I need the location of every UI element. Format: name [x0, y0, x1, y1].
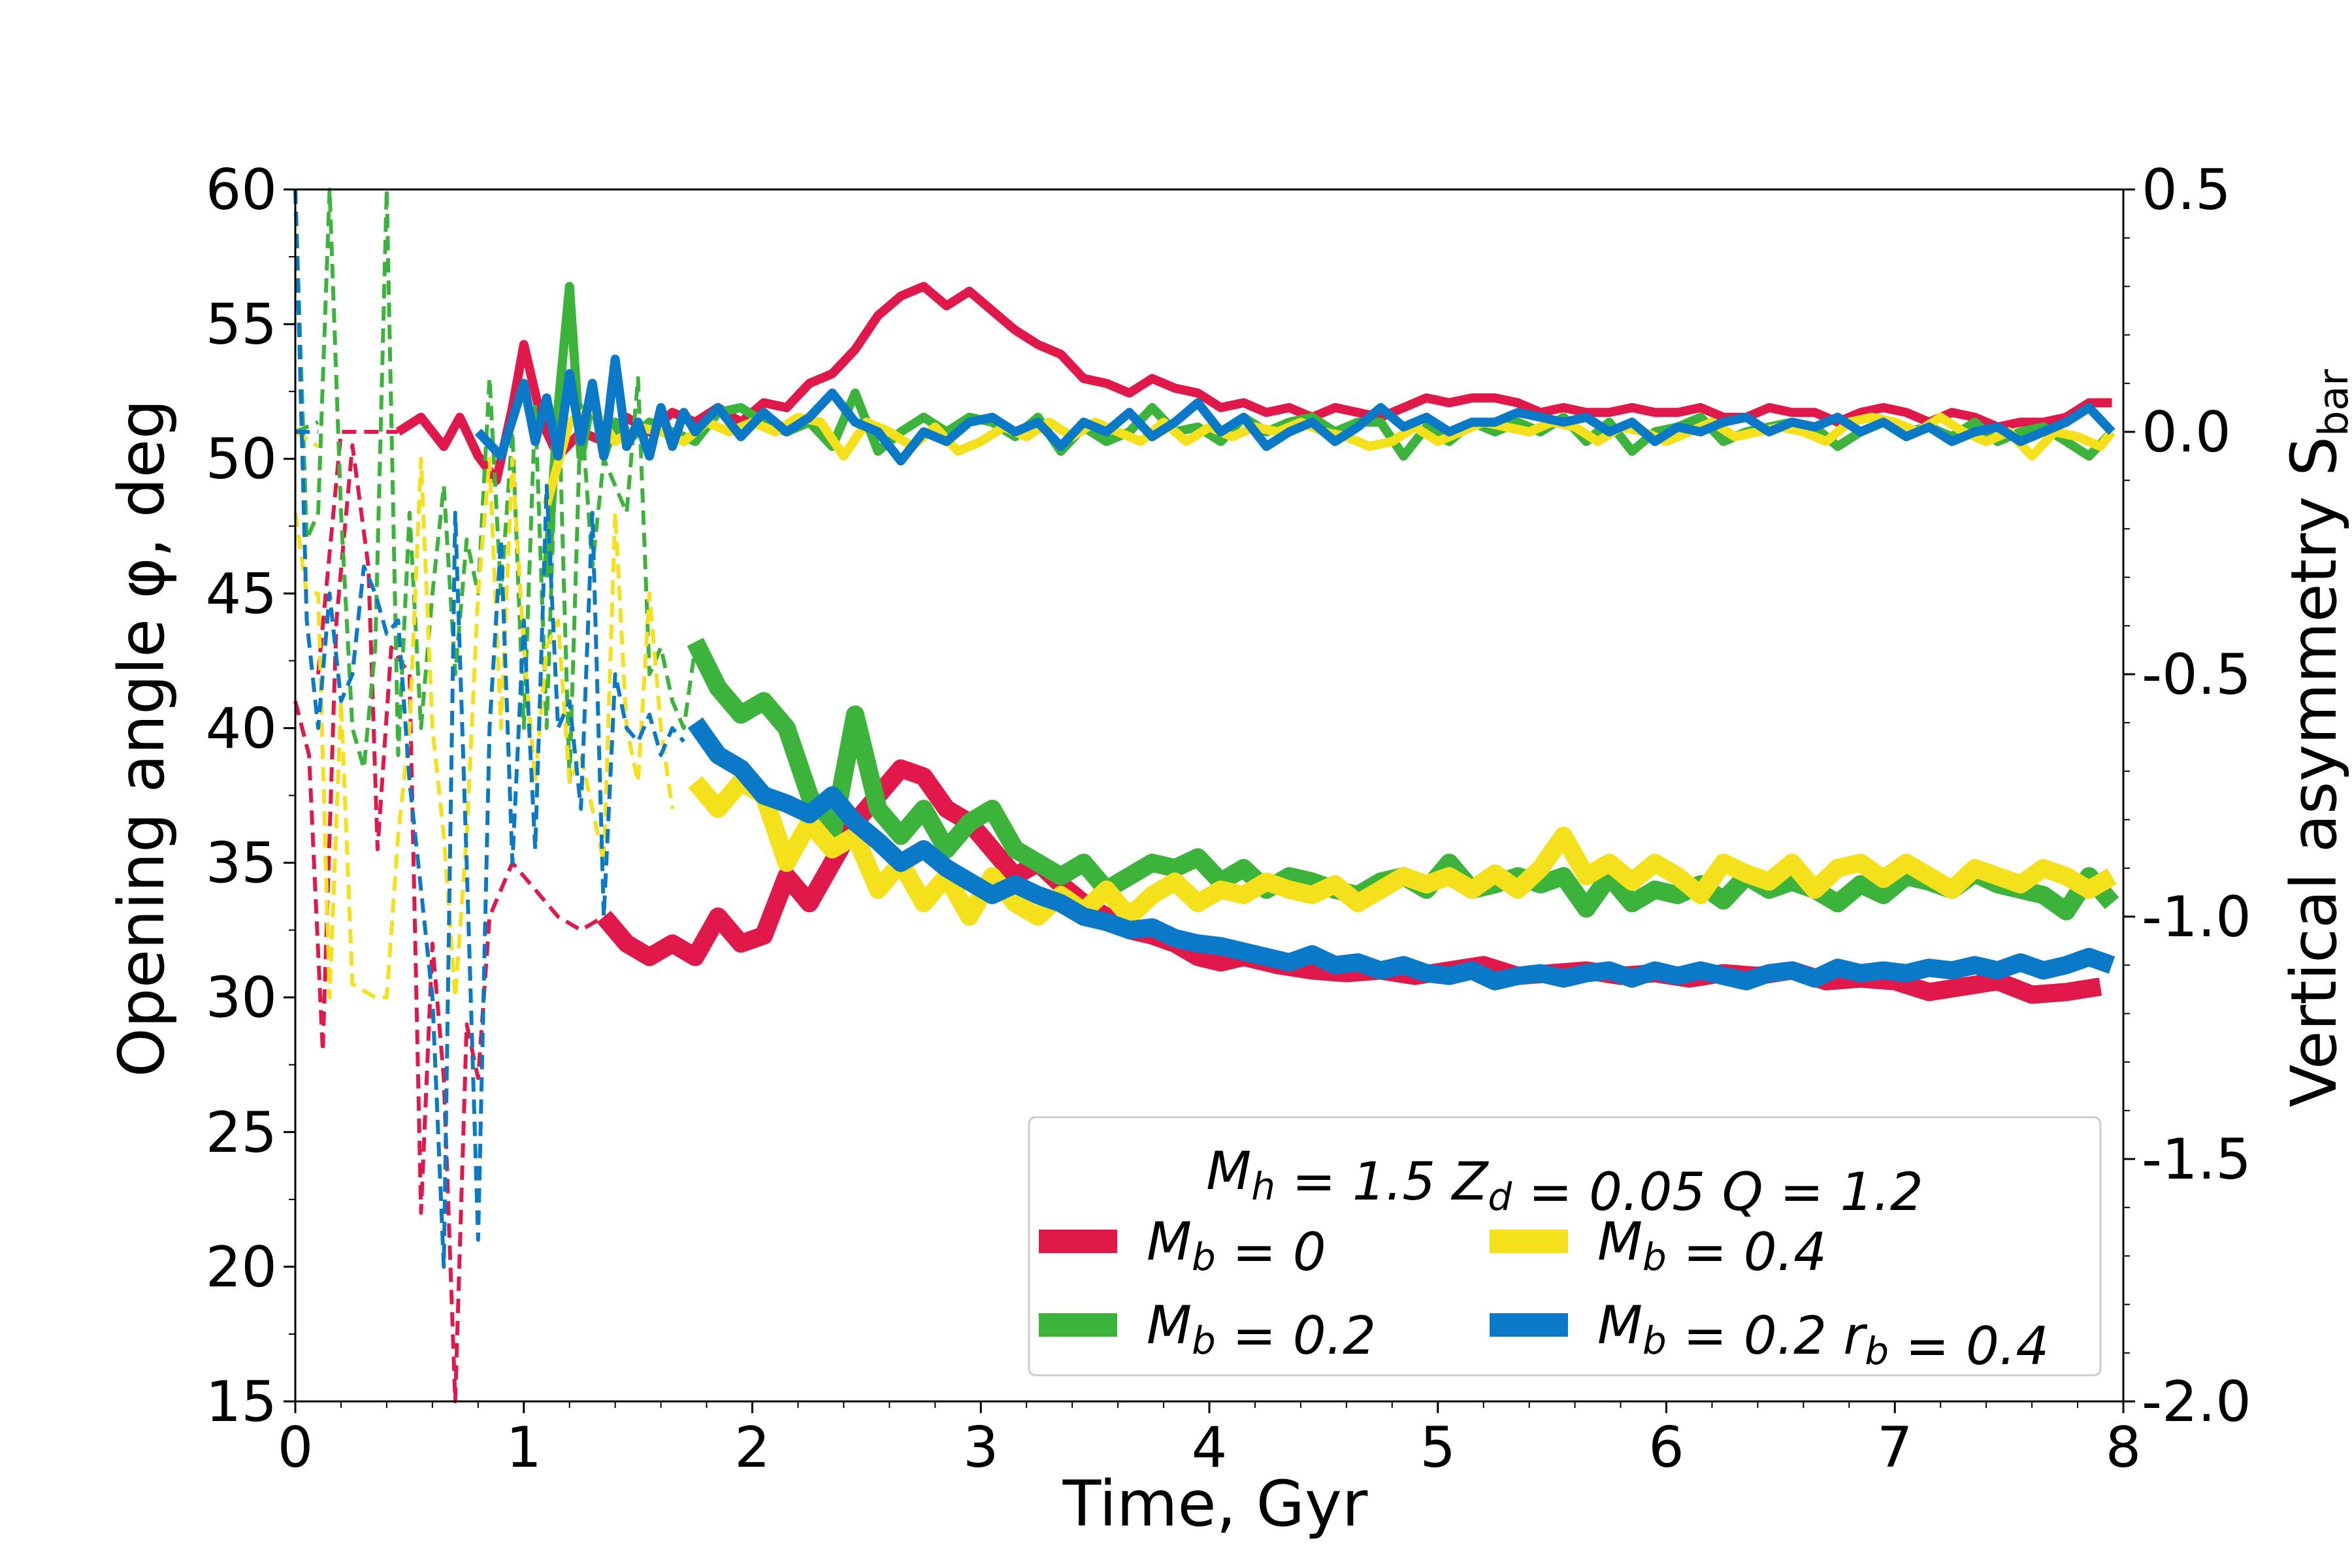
legend-swatch — [1039, 1230, 1117, 1253]
opening-angle-dashed-line — [293, 443, 605, 1403]
legend-label: Mb = 0.2 rb = 0.4 — [1597, 1295, 2049, 1377]
y-left-tick-label: 20 — [206, 1235, 277, 1300]
y-right-tick-label: -1.0 — [2142, 885, 2251, 950]
legend-subscript: b — [1865, 1329, 1889, 1373]
legend-subscript: h — [1251, 1164, 1275, 1209]
y-right-tick-label: -0.5 — [2142, 642, 2251, 708]
x-tick-label: 1 — [506, 1415, 542, 1480]
legend-text-part: = 0.05 Q = 1.2 — [1512, 1162, 1923, 1222]
legend-swatch — [1490, 1313, 1568, 1337]
legend-text-part: = 0.4 — [1667, 1222, 1827, 1282]
asymmetry-dashed-line — [294, 430, 319, 448]
x-tick-label: 5 — [1420, 1415, 1456, 1480]
legend-text-part: M — [1147, 1211, 1192, 1272]
legend-label: Mb = 0 — [1147, 1211, 1326, 1282]
y-right-tick-label: -1.5 — [2142, 1127, 2251, 1192]
y-right-tick-label: 0.0 — [2142, 400, 2231, 465]
y-left-tick-label: 25 — [206, 1100, 277, 1166]
x-tick-label: 8 — [2106, 1415, 2142, 1480]
legend-subscript: d — [1488, 1175, 1512, 1219]
y-left-tick-label: 50 — [206, 427, 277, 492]
y-axis-right-label: Vertical asymmetry Sbar — [2278, 369, 2352, 1107]
legend-text-part: = 1.5 Z — [1275, 1151, 1490, 1212]
legend-swatch — [1490, 1230, 1568, 1253]
y-left-tick-label: 15 — [206, 1369, 277, 1435]
legend-subscript: b — [1642, 1318, 1667, 1363]
asymmetry-line — [474, 354, 2115, 466]
series-layer — [293, 188, 2119, 1403]
legend-label: Mb = 0.2 — [1147, 1295, 1376, 1366]
legend-text-part: M — [1597, 1295, 1642, 1356]
legend-subscript: b — [1642, 1235, 1667, 1279]
legend-text-part: M — [1597, 1211, 1642, 1272]
y-axis-right-label-main: Vertical asymmetry S — [2278, 436, 2351, 1107]
y-left-tick-label: 40 — [206, 696, 277, 761]
y-left-tick-label: 30 — [206, 966, 277, 1031]
legend-swatch — [1039, 1313, 1117, 1337]
y-axis-right-label-sub: bar — [2310, 369, 2352, 436]
ticks-layer: 0 1 2 3 4 5 6 7 815202530354045505560-2.0-1.5-1.… — [206, 157, 2251, 1480]
legend-item: Mb = 0.2 rb = 0.4 — [1490, 1295, 2049, 1377]
legend-text-part: = 0.2 r — [1667, 1305, 1869, 1366]
x-tick-label: 4 — [1192, 1415, 1228, 1480]
y-right-tick-label: -2.0 — [2142, 1369, 2251, 1435]
y-left-tick-label: 45 — [206, 561, 277, 627]
legend-subscript: b — [1192, 1318, 1216, 1363]
y-right-tick-label: 0.5 — [2142, 157, 2231, 223]
legend-text-part: M — [1147, 1295, 1192, 1356]
legend-subscript: b — [1192, 1235, 1216, 1279]
opening-angle-dashed-line — [293, 457, 675, 1000]
x-tick-label: 0 — [278, 1415, 314, 1480]
y-left-tick-label: 55 — [206, 292, 277, 357]
legend-text-part: = 0 — [1216, 1222, 1326, 1282]
x-tick-label: 2 — [734, 1415, 770, 1480]
x-tick-label: 3 — [963, 1415, 999, 1480]
asymmetry-dashed-line — [316, 430, 399, 675]
legend-item: Mb = 0.2 — [1039, 1295, 1376, 1366]
legend-title: Mh = 1.5 Zd = 0.05 Q = 1.2 — [1206, 1141, 1923, 1222]
opening-angle-dashed-line — [293, 189, 685, 1269]
opening-angle-dashed-line — [293, 188, 698, 784]
y-axis-left-label: Opening angle φ, deg — [105, 399, 178, 1077]
opening-angle-line — [687, 717, 2115, 990]
legend: Mh = 1.5 Zd = 0.05 Q = 1.2Mb = 0 Mb = 0.4… — [1028, 1116, 2102, 1377]
opening-angle-line — [688, 772, 2117, 926]
x-axis-label: Time, Gyr — [1062, 1467, 1368, 1541]
y-left-tick-label: 60 — [206, 157, 277, 223]
series-m-b-0-2-r-b-0-4 — [293, 189, 2115, 1269]
x-tick-label: 7 — [1877, 1415, 1913, 1480]
x-tick-label: 6 — [1648, 1415, 1684, 1480]
legend-text-part: = 0.4 — [1889, 1316, 2049, 1377]
legend-text-part: M — [1206, 1141, 1251, 1201]
legend-item: Mb = 0.4 — [1490, 1211, 1827, 1282]
y-left-tick-label: 35 — [206, 831, 277, 896]
legend-item: Mb = 0 — [1039, 1211, 1326, 1282]
legend-text-part: = 0.2 — [1216, 1305, 1376, 1366]
legend-label: Mb = 0.4 — [1597, 1211, 1827, 1282]
